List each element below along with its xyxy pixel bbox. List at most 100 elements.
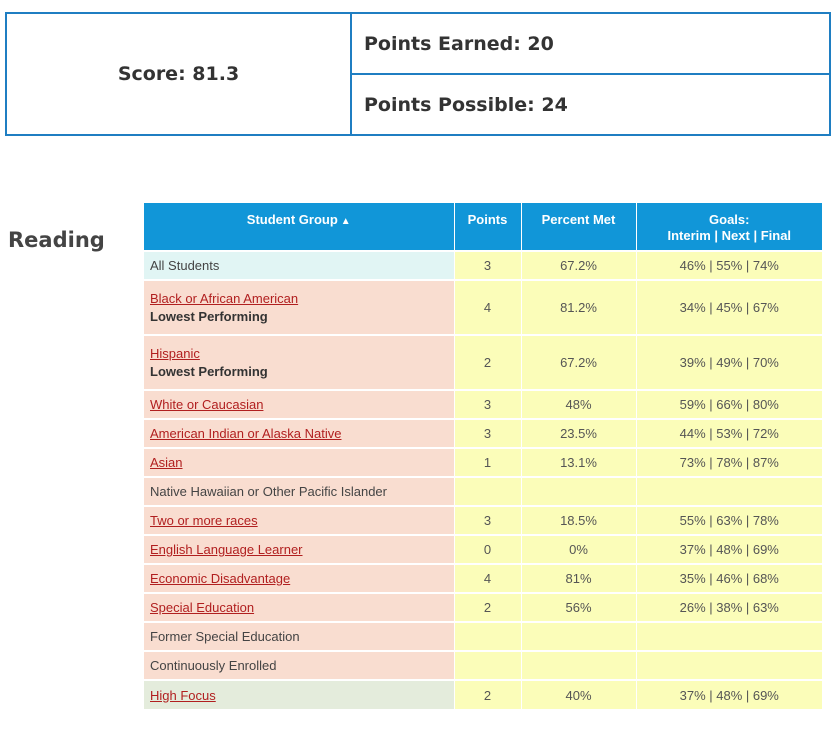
points-summary: Points Earned: 20 Points Possible: 24 <box>352 14 829 134</box>
points-cell <box>454 650 522 680</box>
table-row: Special Education 2 56% 26% | 38% | 63% <box>144 592 822 622</box>
table-row: Asian 1 13.1% 73% | 78% | 87% <box>144 447 822 477</box>
student-group-cell: American Indian or Alaska Native <box>144 418 455 448</box>
points-cell: 3 <box>454 389 522 419</box>
goals-cell: 39% | 49% | 70% <box>636 334 822 390</box>
student-group-cell: Continuously Enrolled <box>144 650 455 680</box>
percent-met-cell: 67.2% <box>521 334 637 390</box>
student-group-link[interactable]: Special Education <box>150 600 255 615</box>
table-row: Black or African American Lowest Performi… <box>144 279 822 335</box>
student-group-table: Student Group ▲ Points Percent Met Goals:… <box>144 203 822 709</box>
student-group-link[interactable]: Hispanic <box>150 346 200 361</box>
points-cell: 2 <box>454 679 522 709</box>
goals-cell <box>636 650 822 680</box>
percent-met-cell: 81% <box>521 563 637 593</box>
table-header-row: Student Group ▲ Points Percent Met Goals:… <box>144 203 822 251</box>
header-goals-line1: Goals: <box>709 212 750 227</box>
student-group-cell: English Language Learner <box>144 534 455 564</box>
points-cell: 4 <box>454 563 522 593</box>
table-row: Continuously Enrolled <box>144 650 822 680</box>
percent-met-cell: 13.1% <box>521 447 637 477</box>
goals-cell <box>636 621 822 651</box>
points-cell: 3 <box>454 250 522 280</box>
student-group-link[interactable]: Black or African American <box>150 291 299 306</box>
header-goals-line2: Interim | Next | Final <box>667 228 792 243</box>
percent-met-cell: 81.2% <box>521 279 637 335</box>
lowest-performing-label: Lowest Performing <box>150 364 268 379</box>
points-cell: 3 <box>454 418 522 448</box>
table-row: American Indian or Alaska Native 3 23.5% 44… <box>144 418 822 448</box>
table-row: English Language Learner 0 0% 37% | 48% | 6… <box>144 534 822 564</box>
header-percent-met: Percent Met <box>521 203 637 251</box>
table-row: Former Special Education <box>144 621 822 651</box>
points-earned: Points Earned: 20 <box>364 32 554 55</box>
student-group-cell: Former Special Education <box>144 621 455 651</box>
student-group-link[interactable]: White or Caucasian <box>150 397 264 412</box>
table-row: All Students 3 67.2% 46% | 55% | 74% <box>144 250 822 280</box>
lowest-performing-label: Lowest Performing <box>150 309 268 324</box>
percent-met-cell: 48% <box>521 389 637 419</box>
goals-cell: 46% | 55% | 74% <box>636 250 822 280</box>
header-student-group-label: Student Group <box>246 212 338 227</box>
points-possible: Points Possible: 24 <box>352 73 829 134</box>
header-goals: Goals: Interim | Next | Final <box>636 203 822 251</box>
goals-cell: 55% | 63% | 78% <box>636 505 822 535</box>
header-student-group[interactable]: Student Group ▲ <box>144 203 455 251</box>
percent-met-cell: 67.2% <box>521 250 637 280</box>
student-group-label: All Students <box>150 258 220 273</box>
student-group-label: Continuously Enrolled <box>150 658 277 673</box>
percent-met-cell <box>521 476 637 506</box>
table-row: Native Hawaiian or Other Pacific Islande… <box>144 476 822 506</box>
student-group-link[interactable]: American Indian or Alaska Native <box>150 426 342 441</box>
goals-cell: 37% | 48% | 69% <box>636 679 822 709</box>
percent-met-cell: 40% <box>521 679 637 709</box>
student-group-label: Native Hawaiian or Other Pacific Islande… <box>150 484 387 499</box>
student-group-cell: Economic Disadvantage <box>144 563 455 593</box>
percent-met-cell: 0% <box>521 534 637 564</box>
score-summary: Score: 81.3 Points Earned: 20 Points Pos… <box>5 12 831 136</box>
student-group-label: Former Special Education <box>150 629 300 644</box>
goals-cell: 26% | 38% | 63% <box>636 592 822 622</box>
sort-ascending-icon[interactable]: ▲ <box>340 216 351 227</box>
student-group-cell: White or Caucasian <box>144 389 455 419</box>
student-group-cell: Asian <box>144 447 455 477</box>
student-group-cell: Native Hawaiian or Other Pacific Islande… <box>144 476 455 506</box>
goals-cell: 73% | 78% | 87% <box>636 447 822 477</box>
student-group-link[interactable]: English Language Learner <box>150 542 303 557</box>
table-row: White or Caucasian 3 48% 59% | 66% | 80% <box>144 389 822 419</box>
student-group-link[interactable]: Asian <box>150 455 183 470</box>
percent-met-cell <box>521 650 637 680</box>
goals-cell: 44% | 53% | 72% <box>636 418 822 448</box>
percent-met-cell <box>521 621 637 651</box>
points-cell <box>454 621 522 651</box>
student-group-link[interactable]: High Focus <box>150 687 216 703</box>
section-title: Reading <box>8 228 105 252</box>
points-cell: 0 <box>454 534 522 564</box>
goals-cell: 59% | 66% | 80% <box>636 389 822 419</box>
percent-met-cell: 18.5% <box>521 505 637 535</box>
table-row: Hispanic Lowest Performing 2 67.2% 39% | 49%… <box>144 334 822 390</box>
student-group-cell: Special Education <box>144 592 455 622</box>
goals-cell <box>636 476 822 506</box>
student-group-link[interactable]: Two or more races <box>150 513 258 528</box>
student-group-cell: Two or more races <box>144 505 455 535</box>
score-value: Score: 81.3 <box>7 14 352 134</box>
points-cell <box>454 476 522 506</box>
points-cell: 4 <box>454 279 522 335</box>
student-group-cell: All Students <box>144 250 455 280</box>
table-row: Economic Disadvantage 4 81% 35% | 46% | 68% <box>144 563 822 593</box>
table-row: High Focus 2 40% 37% | 48% | 69% <box>144 679 822 709</box>
points-cell: 3 <box>454 505 522 535</box>
percent-met-cell: 23.5% <box>521 418 637 448</box>
percent-met-cell: 56% <box>521 592 637 622</box>
points-cell: 2 <box>454 334 522 390</box>
header-points: Points <box>454 203 522 251</box>
goals-cell: 34% | 45% | 67% <box>636 279 822 335</box>
student-group-cell: Hispanic Lowest Performing <box>144 334 455 390</box>
student-group-link[interactable]: Economic Disadvantage <box>150 571 291 586</box>
table-row: Two or more races 3 18.5% 55% | 63% | 78% <box>144 505 822 535</box>
student-group-cell: High Focus <box>144 679 455 709</box>
points-cell: 2 <box>454 592 522 622</box>
student-group-cell: Black or African American Lowest Performi… <box>144 279 455 335</box>
goals-cell: 35% | 46% | 68% <box>636 563 822 593</box>
